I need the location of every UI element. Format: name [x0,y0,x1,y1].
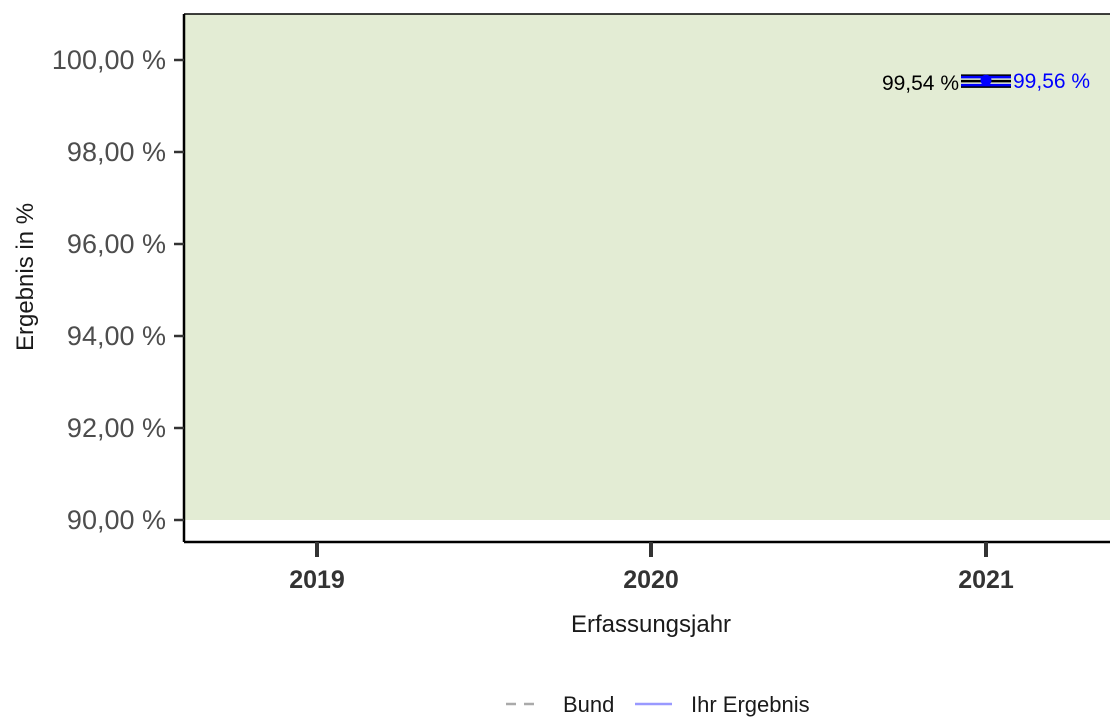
y-tick-label: 94,00 % [67,321,166,351]
y-tick-label: 98,00 % [67,137,166,167]
y-axis-title: Ergebnis in % [12,203,39,351]
x-tick-label: 2019 [289,566,345,594]
x-axis-title: Erfassungsjahr [571,611,731,638]
axes [182,13,1110,544]
legend: Bund Ihr Ergebnis [506,692,810,717]
reference-band-top [184,14,1110,60]
legend-bund-label: Bund [563,692,614,717]
ihr-data-label: 99,56 % [1013,70,1090,93]
series-layer: 99,54 % 99,56 % [882,70,1090,95]
reference-band-layer [184,14,1110,520]
y-axis-ticks: 90,00 % 92,00 % 94,00 % 96,00 % 98,00 % 100,0… [52,45,184,535]
ihr-data-point [980,74,992,86]
y-tick-label: 100,00 % [52,45,166,75]
y-tick-label: 90,00 % [67,505,166,535]
x-axis-ticks: 2019 2020 2021 [289,542,1014,594]
bund-data-label: 99,54 % [882,72,959,95]
x-tick-label: 2020 [623,566,679,594]
reference-band [184,60,1110,520]
y-tick-label: 96,00 % [67,229,166,259]
x-tick-label: 2021 [958,566,1014,594]
y-tick-label: 92,00 % [67,413,166,443]
legend-ihr-label: Ihr Ergebnis [691,692,810,717]
